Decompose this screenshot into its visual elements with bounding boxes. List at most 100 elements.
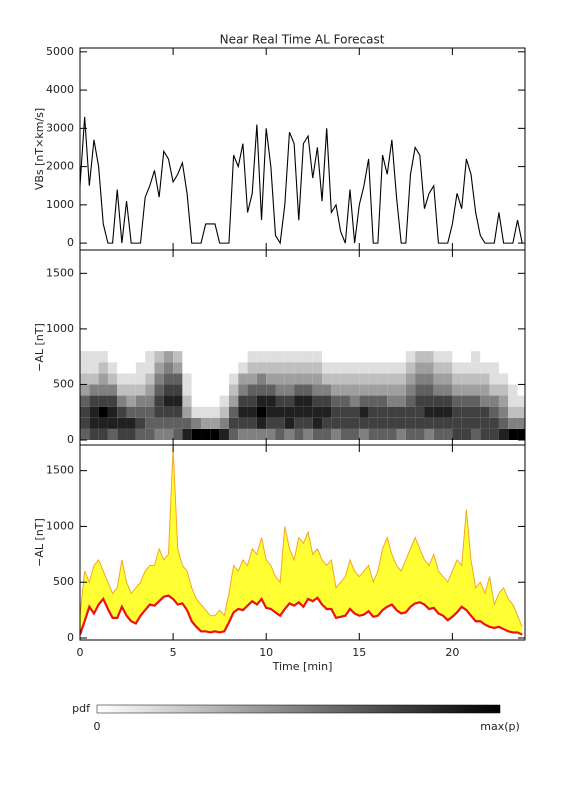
density-cell <box>191 428 202 440</box>
density-cell <box>359 395 369 407</box>
density-cell <box>359 373 369 385</box>
density-cell <box>210 428 220 440</box>
density-cell <box>489 428 499 440</box>
density-cell <box>201 406 211 418</box>
density-cell <box>154 406 164 418</box>
density-cell <box>219 417 229 429</box>
x-axis-label: Time [min] <box>272 660 333 673</box>
density-cell <box>210 395 220 407</box>
density-cell <box>349 373 360 385</box>
density-cell <box>210 384 220 396</box>
density-cell <box>247 373 257 385</box>
density-cell <box>163 428 174 440</box>
density-cell <box>117 417 127 429</box>
vbs-line <box>80 116 523 245</box>
density-cell <box>461 417 472 429</box>
density-cell <box>107 351 118 363</box>
density-cell <box>443 384 453 396</box>
density-cell <box>340 362 350 374</box>
density-cell <box>312 351 323 363</box>
density-cell <box>135 351 146 363</box>
density-cell <box>517 417 525 429</box>
y-tick-label: 3000 <box>46 121 74 134</box>
density-cell <box>443 406 453 418</box>
density-cell <box>452 417 462 429</box>
density-cell <box>322 351 332 363</box>
y-axis-label: VBs [nT×km/s] <box>33 108 46 190</box>
density-cell <box>322 417 332 429</box>
density-cell <box>480 417 490 429</box>
density-cell <box>368 351 378 363</box>
density-cell <box>489 351 499 363</box>
density-cell <box>89 417 99 429</box>
density-cell <box>405 417 416 429</box>
y-tick-label: 2000 <box>46 160 74 173</box>
density-cell <box>154 417 164 429</box>
density-cell <box>331 395 341 407</box>
density-cell <box>480 384 490 396</box>
density-cell <box>191 417 202 429</box>
density-cell <box>98 384 108 396</box>
density-cell <box>480 428 490 440</box>
density-cell <box>126 373 136 385</box>
density-cell <box>210 417 220 429</box>
density-cell <box>201 373 211 385</box>
density-cell <box>340 406 350 418</box>
density-cell <box>489 362 499 374</box>
y-tick-label: 0 <box>67 236 74 249</box>
density-cell <box>471 373 481 385</box>
density-cell <box>117 351 127 363</box>
density-cell <box>294 384 304 396</box>
density-cell <box>294 428 304 440</box>
density-cell <box>228 362 239 374</box>
density-cell <box>303 373 313 385</box>
density-cell <box>275 395 285 407</box>
density-cell <box>387 362 397 374</box>
density-cell <box>219 428 229 440</box>
y-tick-label: 0 <box>67 433 74 446</box>
density-cell <box>135 362 146 374</box>
density-cell <box>331 351 341 363</box>
density-cell <box>377 406 388 418</box>
density-cell <box>154 428 164 440</box>
density-cell <box>349 406 360 418</box>
density-cell <box>163 384 174 396</box>
density-cell <box>368 362 378 374</box>
density-cell <box>433 373 444 385</box>
density-cell <box>154 362 164 374</box>
density-cell <box>256 417 267 429</box>
density-cell <box>508 351 518 363</box>
density-cell <box>424 384 434 396</box>
density-cell <box>452 406 462 418</box>
density-cell <box>452 373 462 385</box>
density-cell <box>256 362 267 374</box>
density-cell <box>89 351 99 363</box>
density-cell <box>275 373 285 385</box>
density-cell <box>452 362 462 374</box>
density-cell <box>228 406 239 418</box>
density-cell <box>415 384 425 396</box>
density-cell <box>405 395 416 407</box>
density-cell <box>349 395 360 407</box>
density-cell <box>415 395 425 407</box>
density-cell <box>107 373 118 385</box>
density-cell <box>415 362 425 374</box>
density-cell <box>322 373 332 385</box>
density-cell <box>396 373 406 385</box>
density-cell <box>322 395 332 407</box>
density-cell <box>275 362 285 374</box>
density-cell <box>433 417 444 429</box>
density-cell <box>349 351 360 363</box>
density-cell <box>424 373 434 385</box>
density-cell <box>312 384 323 396</box>
density-cell <box>387 395 397 407</box>
density-cell <box>154 351 164 363</box>
density-cell <box>443 395 453 407</box>
density-cell <box>368 395 378 407</box>
density-cell <box>163 417 174 429</box>
density-cell <box>322 362 332 374</box>
density-cell <box>405 351 416 363</box>
density-cell <box>182 373 192 385</box>
density-cell <box>98 406 108 418</box>
